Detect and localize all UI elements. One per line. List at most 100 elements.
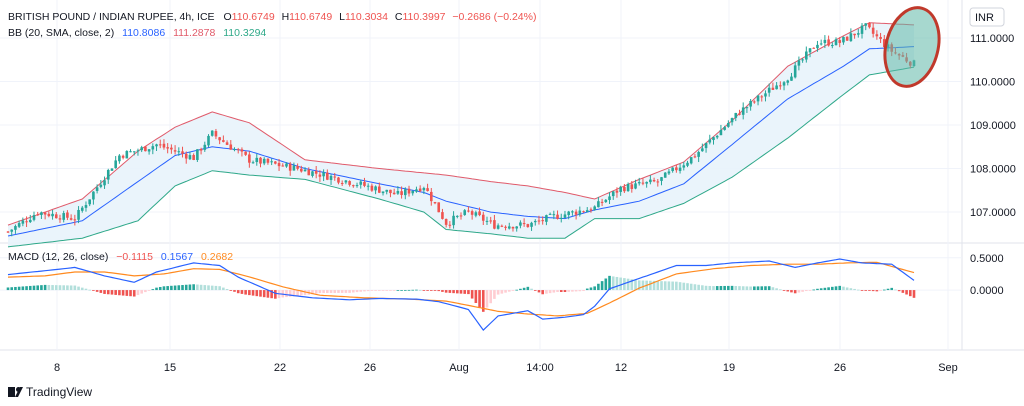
candle-body <box>426 188 429 192</box>
candle-body <box>864 23 868 26</box>
candle-body <box>626 183 630 192</box>
macd-histogram-bar <box>786 290 790 292</box>
macd-histogram-bar <box>359 290 363 292</box>
candle-body <box>288 163 292 171</box>
time-tick-label: Sep <box>938 362 958 374</box>
candle-body <box>753 101 756 103</box>
macd-histogram-bar <box>886 288 890 291</box>
macd-signal-value: 0.2682 <box>201 251 233 263</box>
macd-histogram-bar <box>151 289 155 291</box>
macd-histogram-bar <box>537 290 541 293</box>
macd-pane[interactable] <box>6 258 916 332</box>
candle-body <box>110 168 114 171</box>
candle-body <box>80 207 84 211</box>
candle-body <box>756 95 760 102</box>
bb-upper-value: 111.2878 <box>173 27 215 39</box>
candle-body <box>775 85 778 90</box>
macd-histogram-bar <box>270 290 273 299</box>
macd-histogram-bar <box>652 280 656 291</box>
macd-histogram-bar <box>337 290 340 293</box>
candle-body <box>184 153 188 159</box>
candle-body <box>493 220 496 229</box>
candle-body <box>541 220 544 222</box>
candle-body <box>712 137 715 141</box>
macd-histogram-bar <box>322 290 325 294</box>
macd-histogram-bar <box>864 290 868 291</box>
candle-body <box>51 213 54 217</box>
candle-body <box>704 142 708 149</box>
macd-histogram-bar <box>831 286 834 291</box>
macd-histogram-bar <box>181 285 184 291</box>
candle-body <box>634 183 637 189</box>
candle-body <box>671 167 674 172</box>
macd-histogram-bar <box>578 290 582 292</box>
candlestick-series[interactable] <box>6 22 916 237</box>
macd-histogram-bar <box>515 289 518 291</box>
candle-body <box>474 212 478 216</box>
macd-histogram-bar <box>667 281 671 291</box>
macd-title: MACD (12, 26, close) <box>8 251 108 263</box>
candle-body <box>608 196 611 201</box>
candle-body <box>389 189 392 194</box>
macd-histogram-bar <box>344 290 348 293</box>
macd-histogram-bar <box>99 290 103 293</box>
macd-histogram-bar <box>797 290 801 293</box>
tradingview-logo[interactable]: TradingView <box>8 385 92 399</box>
macd-histogram-bar <box>727 285 730 291</box>
macd-histogram-bar <box>274 290 277 299</box>
bollinger-bands <box>7 22 915 248</box>
macd-histogram-bar <box>229 290 233 291</box>
candle-body <box>40 212 43 215</box>
macd-histogram-bar <box>110 290 114 295</box>
candle-body <box>62 213 65 220</box>
candle-body <box>522 223 526 225</box>
candle-body <box>225 142 229 145</box>
macd-histogram-bar <box>188 284 192 291</box>
macd-histogram-bar <box>604 278 608 291</box>
macd-histogram-bar <box>192 284 195 291</box>
macd-histogram-bar <box>871 290 875 292</box>
macd-histogram-bar <box>626 278 630 291</box>
candle-body <box>340 183 344 185</box>
candle-body <box>845 36 849 41</box>
macd-histogram-bar <box>51 285 54 291</box>
candle-body <box>771 87 775 90</box>
macd-histogram-bar <box>793 290 797 294</box>
candle-body <box>277 162 281 167</box>
candle-body <box>868 22 871 28</box>
macd-line <box>7 258 915 332</box>
macd-histogram-bar <box>84 288 88 291</box>
candle-body <box>853 33 856 36</box>
macd-tick-label: 0.5000 <box>970 253 1004 265</box>
macd-histogram-bar <box>567 290 570 292</box>
candle-body <box>652 179 656 182</box>
currency-badge[interactable] <box>969 7 1005 27</box>
macd-histogram-bar <box>404 289 407 291</box>
candle-body <box>181 151 184 154</box>
candle-body <box>567 211 570 216</box>
macd-histogram-bar <box>463 290 467 294</box>
candle-body <box>196 149 199 160</box>
macd-histogram-bar <box>857 289 860 291</box>
macd-histogram-bar <box>582 290 585 292</box>
macd-histogram-bar <box>571 290 574 292</box>
candle-body <box>842 36 845 43</box>
macd-histogram-bar <box>311 290 314 295</box>
time-tick-label: 26 <box>834 362 846 374</box>
macd-histogram-bar <box>441 290 444 292</box>
macd-histogram-bar <box>563 290 567 293</box>
candle-body <box>686 162 689 166</box>
macd-histogram-bar <box>504 290 507 293</box>
macd-histogram-bar <box>177 285 181 291</box>
candle-body <box>678 167 682 171</box>
candle-body <box>559 217 563 219</box>
macd-histogram-bar <box>455 290 459 294</box>
candle-body <box>548 213 552 215</box>
highlight-annotation[interactable] <box>877 2 947 92</box>
candle-body <box>478 211 481 216</box>
macd-histogram-bar <box>507 290 511 292</box>
macd-histogram-bar <box>849 288 853 291</box>
macd-histogram-bar <box>823 287 827 291</box>
candle-body <box>73 219 77 221</box>
